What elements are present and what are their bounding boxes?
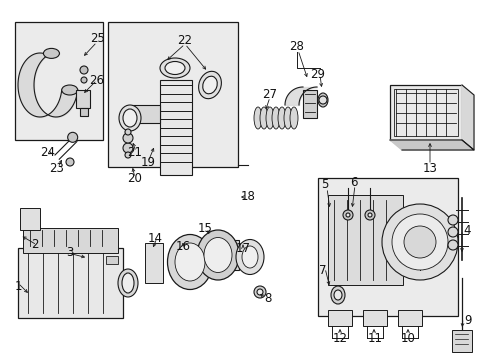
Circle shape (80, 66, 88, 74)
Text: 8: 8 (264, 292, 271, 305)
Text: 20: 20 (127, 171, 142, 184)
Ellipse shape (333, 290, 341, 300)
Circle shape (342, 210, 352, 220)
Bar (362, 310, 386, 326)
Text: 11: 11 (367, 332, 382, 345)
Ellipse shape (61, 85, 78, 95)
Circle shape (66, 158, 74, 166)
Bar (451, 330, 471, 352)
Polygon shape (461, 85, 473, 150)
Bar (15, 22, 103, 140)
Text: 16: 16 (175, 240, 190, 253)
Bar (106, 256, 118, 264)
Bar (80, 108, 88, 116)
Bar (303, 90, 316, 118)
Text: 6: 6 (349, 175, 357, 189)
Bar (393, 89, 457, 136)
Ellipse shape (203, 238, 231, 273)
Text: 3: 3 (66, 247, 74, 260)
Ellipse shape (119, 105, 141, 131)
Ellipse shape (253, 107, 262, 129)
Text: 10: 10 (400, 332, 415, 345)
Ellipse shape (317, 93, 327, 107)
Ellipse shape (330, 286, 345, 304)
Circle shape (403, 226, 435, 258)
Text: 19: 19 (140, 156, 155, 168)
Text: 15: 15 (197, 221, 212, 234)
Circle shape (257, 289, 263, 295)
Polygon shape (389, 140, 473, 150)
Circle shape (125, 129, 131, 135)
Bar (397, 310, 421, 326)
Ellipse shape (271, 107, 280, 129)
Circle shape (391, 214, 447, 270)
Bar (317, 178, 457, 316)
Text: 12: 12 (332, 332, 347, 345)
Ellipse shape (118, 269, 138, 297)
Ellipse shape (123, 109, 137, 127)
Text: 27: 27 (262, 89, 277, 102)
Bar (197, 240, 239, 270)
Circle shape (123, 133, 133, 143)
Circle shape (125, 152, 131, 158)
Ellipse shape (43, 48, 60, 58)
Circle shape (364, 210, 374, 220)
Bar (132, 105, 160, 123)
Ellipse shape (167, 234, 212, 289)
Text: 25: 25 (90, 31, 105, 45)
Circle shape (253, 286, 265, 298)
Bar (327, 195, 402, 285)
Bar (145, 243, 163, 283)
Text: 22: 22 (177, 33, 192, 46)
Ellipse shape (236, 239, 264, 274)
Ellipse shape (289, 107, 297, 129)
Bar (108, 22, 238, 167)
Text: 17: 17 (235, 242, 250, 255)
Ellipse shape (175, 243, 204, 281)
Ellipse shape (278, 107, 285, 129)
Text: 28: 28 (289, 40, 304, 54)
Text: 26: 26 (89, 73, 104, 86)
Ellipse shape (197, 230, 239, 280)
Text: 9: 9 (463, 314, 471, 327)
Circle shape (123, 143, 133, 153)
Ellipse shape (164, 62, 184, 75)
Text: 29: 29 (310, 68, 325, 81)
Bar (327, 310, 351, 326)
Ellipse shape (203, 76, 217, 94)
Ellipse shape (260, 107, 267, 129)
Ellipse shape (122, 273, 134, 293)
Circle shape (367, 213, 371, 217)
Circle shape (346, 213, 349, 217)
Bar (23, 228, 118, 253)
Text: 5: 5 (321, 179, 328, 192)
Circle shape (381, 204, 457, 280)
Text: 24: 24 (41, 145, 55, 158)
Bar (160, 80, 192, 175)
Ellipse shape (242, 246, 258, 268)
Bar (18, 248, 123, 318)
Text: 4: 4 (462, 224, 470, 237)
Bar (389, 85, 461, 140)
Text: 1: 1 (14, 280, 21, 293)
Text: 14: 14 (147, 231, 162, 244)
Ellipse shape (198, 71, 221, 99)
Text: 18: 18 (240, 190, 255, 203)
Bar (76, 90, 90, 108)
Ellipse shape (284, 107, 291, 129)
Circle shape (447, 227, 457, 237)
Circle shape (67, 132, 78, 142)
Text: 2: 2 (31, 238, 39, 252)
Circle shape (447, 240, 457, 250)
Text: 13: 13 (422, 162, 437, 175)
Circle shape (81, 77, 87, 83)
Text: 21: 21 (127, 145, 142, 158)
Circle shape (318, 96, 326, 104)
Bar (20, 208, 40, 230)
Ellipse shape (265, 107, 273, 129)
Circle shape (447, 215, 457, 225)
Text: 23: 23 (49, 162, 64, 175)
Text: 7: 7 (319, 264, 326, 276)
Ellipse shape (160, 58, 190, 78)
